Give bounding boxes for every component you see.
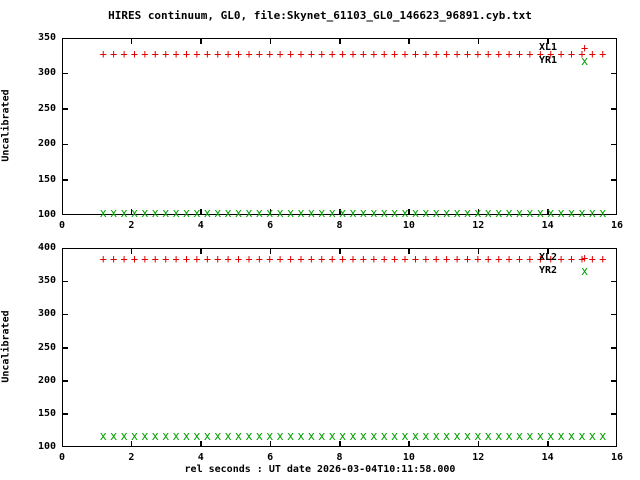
legend-label-yr2: YR2 xyxy=(539,265,558,276)
y-tick xyxy=(611,143,617,146)
y-tick-label: 300 xyxy=(37,67,56,79)
legend-marker-xl2: + xyxy=(581,251,589,265)
x-tick xyxy=(547,38,549,44)
x-tick-label: 4 xyxy=(197,220,204,231)
x-tick xyxy=(200,209,202,215)
x-tick-label: 14 xyxy=(541,220,554,231)
legend-label-yr1: YR1 xyxy=(539,55,558,66)
x-tick xyxy=(408,248,410,254)
y-tick-label: 300 xyxy=(37,308,56,320)
y-tick-label: 350 xyxy=(37,275,56,287)
x-tick-label: 12 xyxy=(472,220,485,231)
x-tick xyxy=(269,248,272,254)
x-tick xyxy=(408,209,410,215)
y-tick xyxy=(62,413,68,415)
x-tick-label: 8 xyxy=(336,452,343,463)
y-tick xyxy=(611,380,617,382)
y-tick xyxy=(62,313,68,316)
x-tick xyxy=(130,441,133,447)
x-tick xyxy=(477,209,480,215)
y-tick-label: 400 xyxy=(37,242,56,253)
y-tick-label: 150 xyxy=(37,407,56,419)
y-tick xyxy=(611,313,617,316)
legend-marker-yr2: x xyxy=(581,264,589,278)
y-tick xyxy=(62,179,68,181)
x-tick xyxy=(477,38,480,44)
y-axis-label: Uncalibrated xyxy=(0,309,12,383)
x-tick xyxy=(477,441,480,447)
x-tick-label: 16 xyxy=(610,452,624,463)
x-tick xyxy=(200,441,202,447)
y-tick-label: 250 xyxy=(37,102,56,114)
x-tick-label: 8 xyxy=(336,220,343,231)
x-tick xyxy=(408,441,410,447)
legend-marker-xl1: + xyxy=(581,41,589,55)
y-tick xyxy=(611,108,617,110)
x-tick xyxy=(130,209,133,215)
y-tick-label: 100 xyxy=(37,209,56,220)
x-tick xyxy=(339,209,341,215)
y-tick xyxy=(62,380,68,382)
plot-frame xyxy=(62,248,617,447)
x-tick xyxy=(339,248,341,254)
x-tick-label: 14 xyxy=(541,452,554,463)
x-tick xyxy=(269,209,272,215)
legend-marker-yr1: x xyxy=(581,54,589,68)
x-tick xyxy=(130,38,133,44)
x-tick xyxy=(547,248,549,254)
x-tick xyxy=(269,38,272,44)
y-tick xyxy=(611,413,617,415)
x-tick xyxy=(269,441,272,447)
x-tick xyxy=(339,441,341,447)
legend-label-xl2: XL2 xyxy=(539,252,558,263)
y-tick xyxy=(62,72,68,75)
y-tick-label: 350 xyxy=(37,32,56,43)
y-tick-label: 200 xyxy=(37,138,56,150)
y-tick-label: 150 xyxy=(37,173,56,185)
y-tick xyxy=(62,108,68,110)
x-tick xyxy=(200,248,202,254)
x-tick xyxy=(339,38,341,44)
page-title: HIRES continuum, GL0, file:Skynet_61103_… xyxy=(108,9,532,22)
y-tick xyxy=(611,347,617,349)
legend-label-xl1: XL1 xyxy=(539,42,558,53)
y-tick-label: 250 xyxy=(37,341,56,353)
x-tick xyxy=(130,248,133,254)
x-tick-label: 10 xyxy=(402,220,415,231)
y-tick xyxy=(611,280,617,283)
x-tick-label: 6 xyxy=(267,452,274,463)
x-tick xyxy=(477,248,480,254)
y-tick xyxy=(611,72,617,75)
x-tick xyxy=(547,209,549,215)
x-tick xyxy=(408,38,410,44)
x-tick-label: 10 xyxy=(402,452,415,463)
y-tick xyxy=(611,179,617,181)
x-tick xyxy=(200,38,202,44)
y-tick xyxy=(62,280,68,283)
y-tick-label: 100 xyxy=(37,441,56,452)
x-tick-label: 16 xyxy=(610,220,624,231)
x-axis-label: rel seconds : UT date 2026-03-04T10:11:5… xyxy=(184,464,456,475)
y-tick xyxy=(62,143,68,146)
y-tick-label: 200 xyxy=(37,374,56,386)
x-tick-label: 0 xyxy=(58,220,66,231)
x-tick-label: 2 xyxy=(128,452,135,463)
x-tick-label: 4 xyxy=(197,452,204,463)
x-tick-label: 2 xyxy=(128,220,135,231)
x-tick-label: 12 xyxy=(472,452,485,463)
x-tick-label: 6 xyxy=(267,220,274,231)
y-tick xyxy=(62,347,68,349)
x-tick-label: 0 xyxy=(58,452,66,463)
x-tick xyxy=(547,441,549,447)
